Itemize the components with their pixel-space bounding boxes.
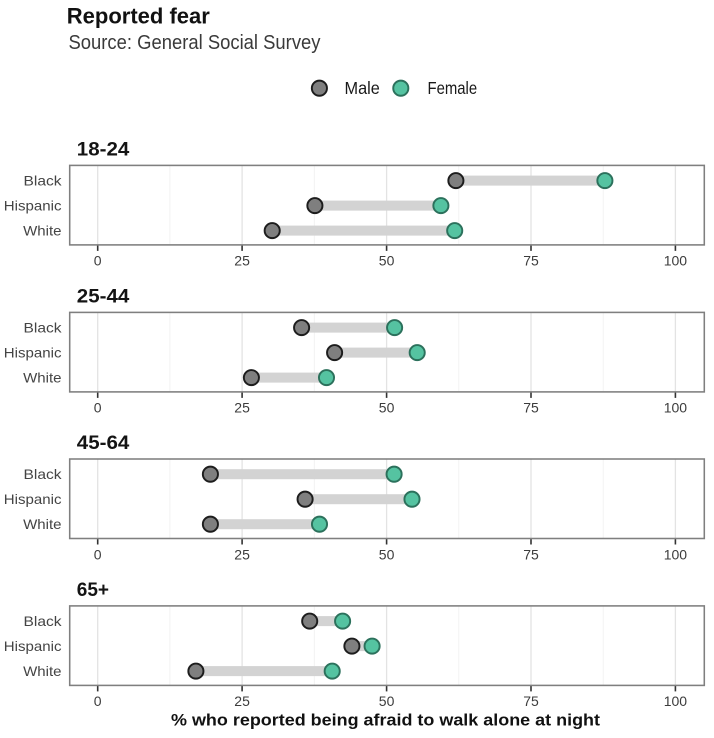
svg-text:75: 75 (523, 400, 539, 416)
svg-text:50: 50 (379, 253, 395, 269)
svg-text:0: 0 (94, 253, 102, 269)
svg-text:100: 100 (664, 693, 688, 709)
svg-text:25: 25 (234, 546, 250, 562)
svg-text:75: 75 (523, 693, 539, 709)
svg-text:0: 0 (94, 693, 102, 709)
svg-text:Source: General Social Survey: Source: General Social Survey (69, 32, 321, 54)
svg-text:75: 75 (523, 253, 539, 269)
svg-text:Reported fear: Reported fear (67, 4, 210, 29)
svg-text:25: 25 (234, 693, 250, 709)
svg-text:50: 50 (379, 400, 395, 416)
svg-text:White: White (23, 370, 62, 386)
svg-text:Hispanic: Hispanic (4, 638, 62, 654)
svg-text:0: 0 (94, 400, 102, 416)
svg-text:25: 25 (234, 400, 250, 416)
svg-text:Hispanic: Hispanic (4, 345, 62, 361)
svg-text:100: 100 (664, 546, 688, 562)
svg-text:100: 100 (664, 253, 688, 269)
svg-text:100: 100 (664, 400, 688, 416)
svg-text:Female: Female (428, 78, 478, 98)
svg-text:Black: Black (24, 613, 63, 629)
svg-text:50: 50 (379, 546, 395, 562)
svg-text:65+: 65+ (77, 580, 109, 601)
svg-text:Black: Black (24, 466, 63, 482)
svg-text:Hispanic: Hispanic (4, 198, 62, 214)
svg-text:White: White (23, 223, 62, 239)
svg-text:Male: Male (345, 78, 380, 98)
svg-text:75: 75 (523, 546, 539, 562)
svg-text:25-44: 25-44 (77, 287, 130, 308)
svg-text:White: White (23, 663, 62, 679)
svg-text:Black: Black (24, 173, 63, 189)
svg-text:Black: Black (24, 320, 63, 336)
svg-text:White: White (23, 516, 62, 532)
svg-text:18-24: 18-24 (77, 140, 130, 161)
svg-text:Hispanic: Hispanic (4, 491, 62, 507)
svg-text:25: 25 (234, 253, 250, 269)
svg-text:45-64: 45-64 (77, 433, 130, 454)
svg-text:0: 0 (94, 546, 102, 562)
svg-text:50: 50 (379, 693, 395, 709)
svg-text:% who reported being afraid to: % who reported being afraid to walk alon… (171, 712, 601, 730)
